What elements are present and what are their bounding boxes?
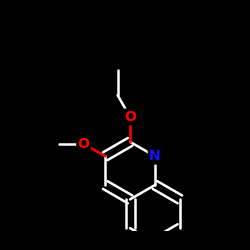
Text: N: N bbox=[149, 149, 161, 163]
Text: O: O bbox=[78, 137, 90, 151]
Text: O: O bbox=[124, 110, 136, 124]
